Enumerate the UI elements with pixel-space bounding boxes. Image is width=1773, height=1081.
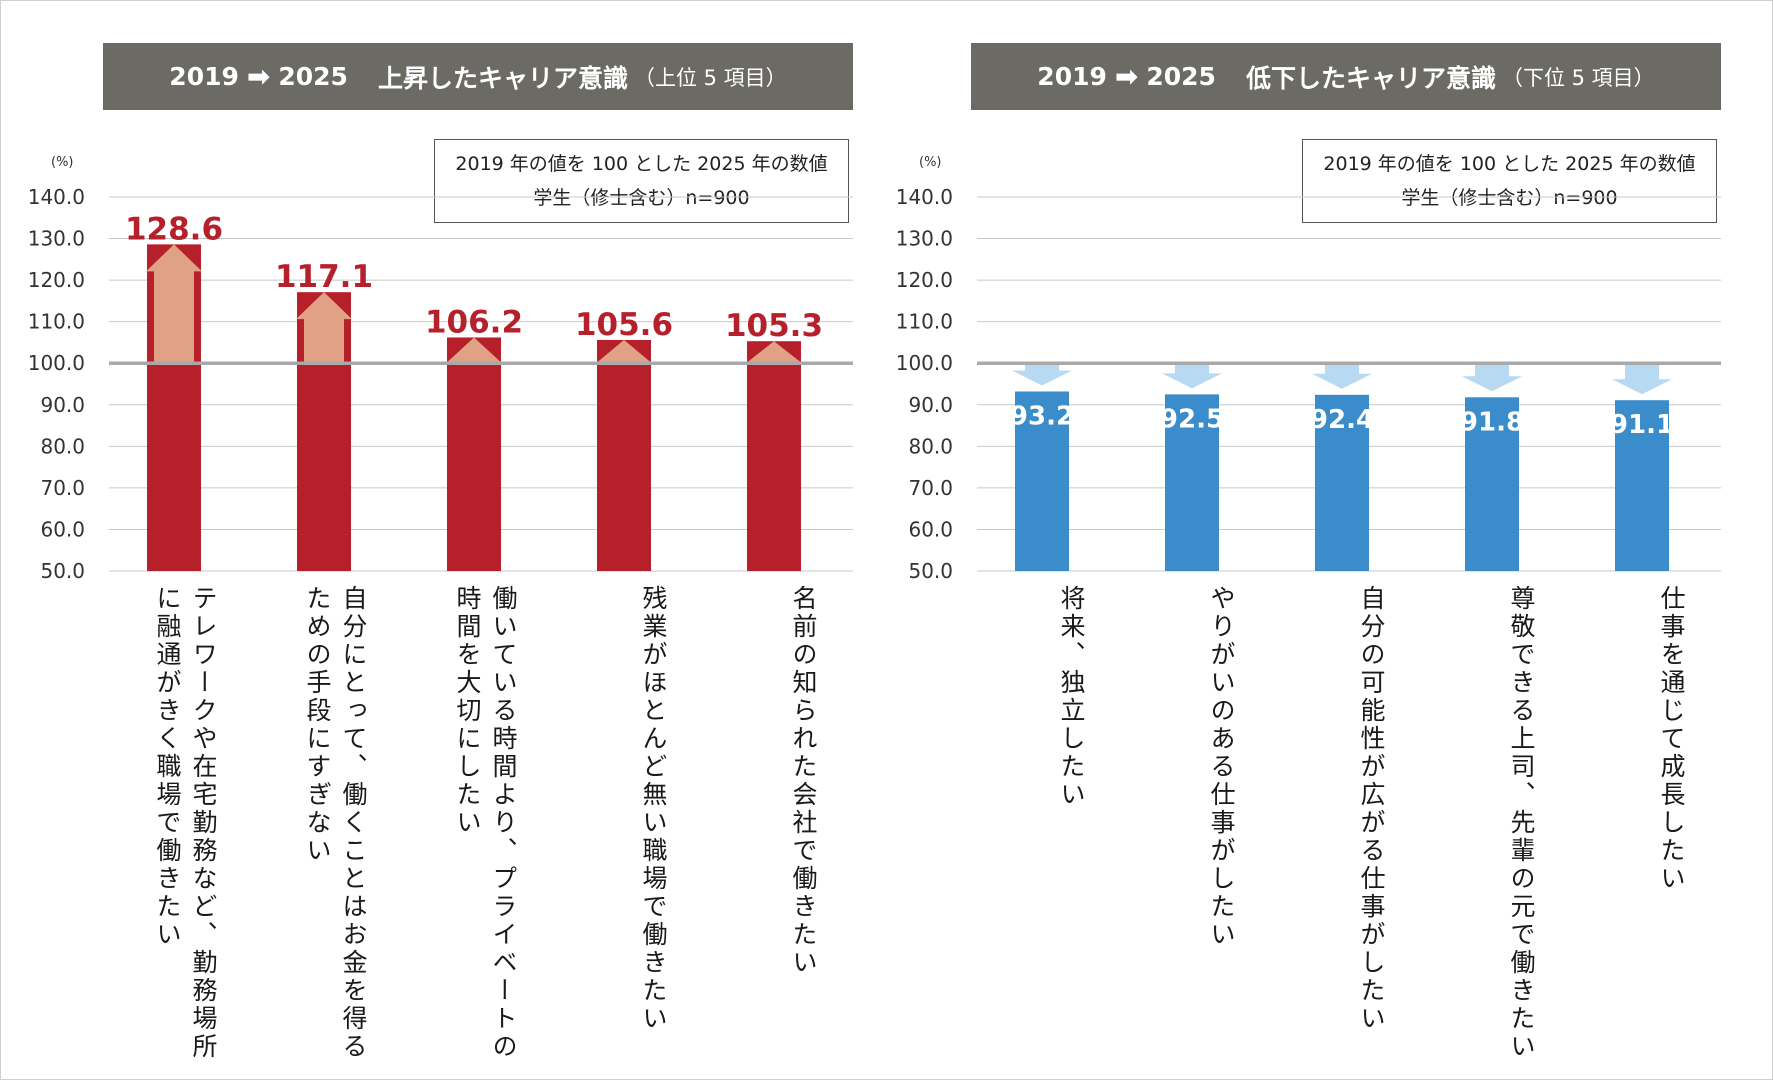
decrease-arrow [1312,364,1372,389]
y-tick-label: 130.0 [896,227,953,251]
category-label: 名前の知られた会社で働きたい [789,585,818,977]
category-label: 自分の可能性が広がる仕事がしたい [1357,585,1386,1033]
category-label: 将来、独立したい [1057,585,1086,809]
chart-title-banner: 2019 ➡ 2025 低下したキャリア意識 （下位 5 項目） [971,43,1721,110]
category-label: 残業がほとんど無い職場で働きたい [639,585,668,1033]
y-unit-label: (%) [919,155,942,170]
y-tick-label: 60.0 [908,517,953,541]
data-label: 105.3 [725,308,823,344]
arrow-right-icon: ➡ [1114,60,1139,93]
chart-subtitle: （下位 5 項目） [1501,65,1655,90]
title-year-to: 2025 [278,62,348,91]
category-label: テレワークや在宅勤務など、勤務場所に融通がきく職場で働きたい [153,585,218,1061]
note-line: 学生（修士含む）n=900 [1401,187,1618,209]
category-label: 尊敬できる上司、先輩の元で働きたい [1507,585,1536,1061]
title-year-to: 2025 [1146,62,1216,91]
y-tick-label: 110.0 [896,310,953,334]
data-label: 128.6 [125,211,223,247]
bar [1615,400,1669,571]
increase-arrow [296,292,352,364]
bar [447,337,501,571]
arrow-right-icon: ➡ [246,60,271,93]
y-tick-label: 70.0 [40,476,85,500]
y-tick-label: 120.0 [896,268,953,292]
chart-panel-rising: 2019 ➡ 2025 上昇したキャリア意識 （上位 5 項目） 2019 年の… [1,1,881,1081]
y-tick-label: 140.0 [28,185,85,209]
chart-note-box: 2019 年の値を 100 とした 2025 年の数値 学生（修士含む）n=90… [434,139,849,223]
bar [747,341,801,571]
increase-arrow [446,337,502,364]
y-tick-label: 80.0 [908,434,953,458]
decrease-arrow [1162,364,1222,389]
increase-arrow [146,244,202,364]
category-label: やりがいのある仕事がしたい [1207,585,1236,949]
chart-note-box: 2019 年の値を 100 とした 2025 年の数値 学生（修士含む）n=90… [1302,139,1717,223]
y-tick-label: 120.0 [28,268,85,292]
data-label: 92.5 [1160,404,1224,434]
chart-subtitle: （上位 5 項目） [633,65,787,90]
bar [1315,394,1369,571]
title-year-from: 2019 [1037,62,1107,91]
y-tick-label: 140.0 [896,185,953,209]
increase-arrow [596,339,652,364]
data-label: 105.6 [575,307,673,343]
category-label: 自分にとって、働くことはお金を得るための手段にすぎない [303,585,368,1061]
decrease-arrow [1462,364,1522,392]
data-label: 92.4 [1310,405,1374,435]
y-tick-label: 80.0 [40,434,85,458]
y-tick-label: 110.0 [28,310,85,334]
bar [1165,394,1219,571]
bar [1465,397,1519,571]
category-label: 働いている時間より、プライベートの時間を大切にしたい [453,585,518,1061]
note-line: 2019 年の値を 100 とした 2025 年の数値 [1323,153,1696,175]
data-label: 106.2 [425,304,523,340]
y-tick-label: 130.0 [28,227,85,251]
chart-title: 上昇したキャリア意識 [377,63,628,93]
data-label: 91.8 [1460,407,1524,437]
bar [1015,391,1069,571]
data-label: 91.1 [1610,410,1674,440]
chart-title-banner: 2019 ➡ 2025 上昇したキャリア意識 （上位 5 項目） [103,43,853,110]
decrease-arrow [1012,364,1072,386]
plot-area: 140.0 130.0 120.0 110.0 100.0 90.0 80.0 70.0 60.… [896,185,1721,583]
y-tick-label: 100.0 [28,351,85,375]
y-tick-label: 90.0 [908,393,953,417]
decrease-arrow [1612,364,1672,395]
y-tick-label: 100.0 [896,351,953,375]
chart-panel-falling: 2019 ➡ 2025 低下したキャリア意識 （下位 5 項目） 2019 年の… [869,1,1749,1081]
chart-title: 低下したキャリア意識 [1245,63,1496,93]
data-label: 117.1 [275,259,373,295]
y-tick-label: 90.0 [40,393,85,417]
increase-arrow [746,341,802,364]
y-tick-label: 70.0 [908,476,953,500]
category-label: 仕事を通じて成長したい [1657,585,1686,893]
plot-area: 140.0 130.0 120.0 110.0 100.0 90.0 80.0 70.0 60.… [28,185,853,583]
title-year-from: 2019 [169,62,239,91]
y-tick-label: 60.0 [40,517,85,541]
note-line: 学生（修士含む）n=900 [533,187,750,209]
data-label: 93.2 [1010,401,1074,431]
y-tick-label: 50.0 [40,559,85,583]
bar [597,339,651,571]
y-unit-label: (%) [51,155,74,170]
y-tick-label: 50.0 [908,559,953,583]
note-line: 2019 年の値を 100 とした 2025 年の数値 [455,153,828,175]
